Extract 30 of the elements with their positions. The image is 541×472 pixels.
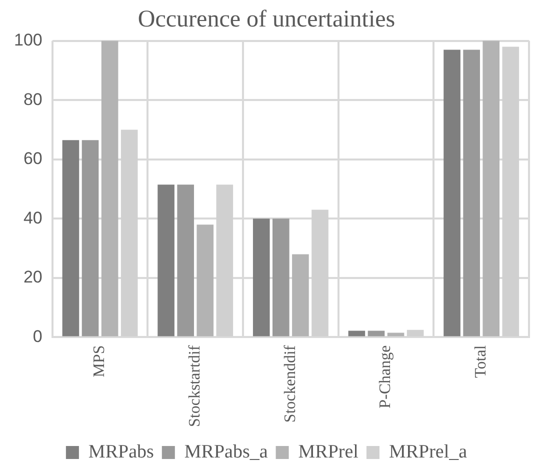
bar xyxy=(252,218,270,336)
bar xyxy=(82,140,99,336)
bar xyxy=(444,50,460,336)
legend-label: MRPrel_a xyxy=(388,441,468,462)
bar xyxy=(482,40,500,336)
x-tick-label: P-Change xyxy=(377,345,394,408)
y-tick-label: 20 xyxy=(23,268,42,287)
x-tick-label: Stockenddif xyxy=(282,344,299,423)
x-tick-label: MPS xyxy=(91,345,108,378)
x-tick-label: Total xyxy=(472,344,490,378)
y-tick-label: 100 xyxy=(14,30,42,50)
y-tick-label: 60 xyxy=(23,149,42,168)
bar xyxy=(196,224,214,336)
bar xyxy=(368,330,385,336)
bar xyxy=(463,50,480,336)
y-tick-label: 80 xyxy=(23,90,42,109)
legend-label: MRPabs_a xyxy=(184,441,268,462)
legend-label: MRPabs xyxy=(88,441,154,462)
legend-label: MRPrel xyxy=(298,441,358,462)
bar xyxy=(177,184,194,336)
bar xyxy=(292,254,309,336)
y-tick-label: 0 xyxy=(32,326,42,346)
chart-title: Occurence of uncertainties xyxy=(138,6,396,33)
bar xyxy=(348,330,366,336)
y-tick-label: 40 xyxy=(23,208,42,228)
bar xyxy=(62,140,80,336)
bar xyxy=(158,184,174,336)
bar xyxy=(101,40,118,336)
x-tick-label: Stockstartdif xyxy=(186,344,204,427)
bar xyxy=(272,218,290,336)
